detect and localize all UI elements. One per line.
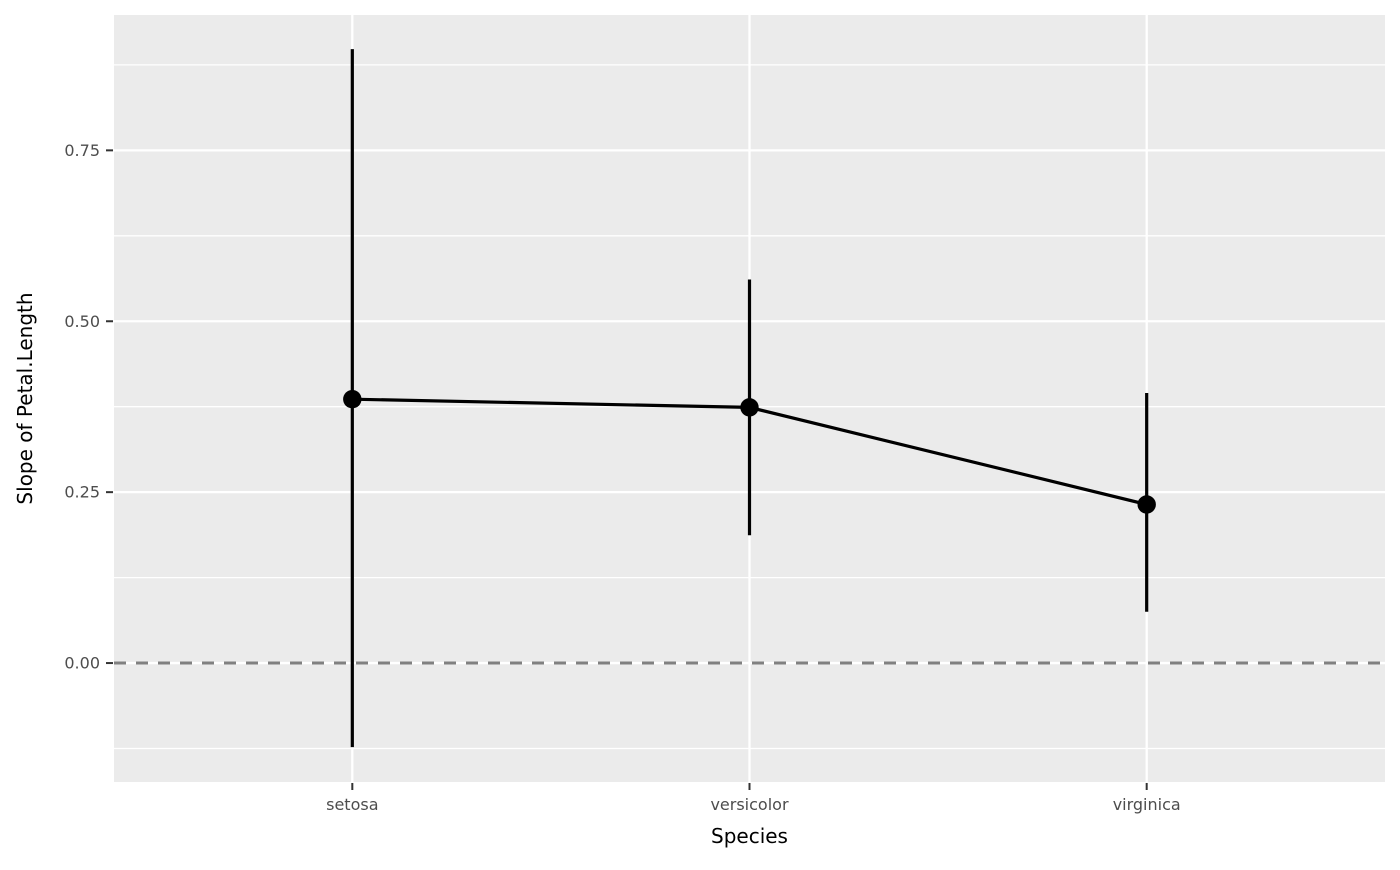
y-tick-label: 0.25 bbox=[64, 483, 100, 502]
data-point bbox=[1137, 495, 1156, 514]
x-axis-title: Species bbox=[711, 824, 788, 848]
y-tick-label: 0.75 bbox=[64, 141, 100, 160]
axis-ticks-layer bbox=[106, 149, 1148, 790]
y-tick-label: 0.50 bbox=[64, 312, 100, 331]
x-tick-label: setosa bbox=[326, 795, 378, 814]
data-layer bbox=[343, 49, 1156, 748]
axis-tick-labels-layer: 0.00 0.25 0.50 0.75 setosa versicolor virginic… bbox=[64, 141, 1180, 814]
data-point bbox=[343, 389, 362, 409]
x-tick-label: virginica bbox=[1113, 795, 1181, 814]
y-tick-label: 0.00 bbox=[64, 654, 100, 673]
y-axis-title: Slope of Petal.Length bbox=[13, 292, 37, 504]
x-tick-label: versicolor bbox=[710, 795, 788, 814]
data-point bbox=[740, 398, 759, 417]
